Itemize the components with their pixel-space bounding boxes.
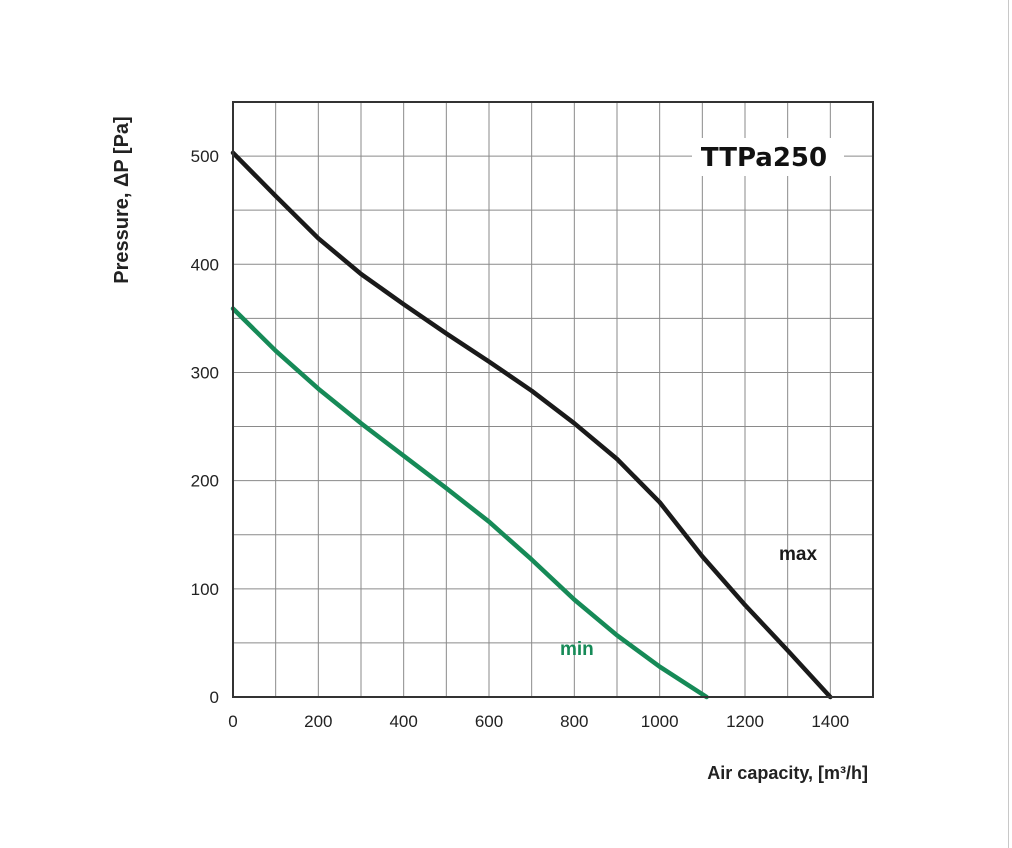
y-tick-label: 300 bbox=[191, 363, 219, 382]
x-tick-label: 200 bbox=[304, 712, 332, 731]
y-tick-label: 500 bbox=[191, 147, 219, 166]
x-tick-label: 0 bbox=[228, 712, 237, 731]
grid-lines bbox=[233, 102, 873, 697]
x-tick-label: 800 bbox=[560, 712, 588, 731]
plot-frame bbox=[232, 101, 874, 698]
series-line-min bbox=[230, 306, 709, 700]
y-axis-label: Pressure, ΔP [Pa] bbox=[111, 116, 133, 283]
y-tick-label: 200 bbox=[191, 472, 219, 491]
y-tick-label: 100 bbox=[191, 580, 219, 599]
y-tick-labels: 0 100 200 300 400 500 bbox=[191, 147, 219, 707]
series-lines bbox=[230, 150, 833, 700]
x-tick-label: 400 bbox=[389, 712, 417, 731]
y-tick-label: 0 bbox=[210, 688, 219, 707]
x-tick-label: 1400 bbox=[811, 712, 849, 731]
y-tick-label: 400 bbox=[191, 255, 219, 274]
x-tick-label: 1200 bbox=[726, 712, 764, 731]
chart-title: TTPa250 bbox=[701, 143, 827, 173]
x-tick-label: 1000 bbox=[641, 712, 679, 731]
x-tick-labels: 0 200 400 600 800 1000 1200 1400 bbox=[228, 712, 849, 731]
series-line-max bbox=[230, 150, 833, 700]
series-label-max: max bbox=[779, 544, 817, 565]
right-edge-divider bbox=[1008, 0, 1009, 848]
series-label-min: min bbox=[560, 639, 594, 660]
x-axis-label: Air capacity, [m³/h] bbox=[707, 763, 868, 783]
x-tick-label: 600 bbox=[475, 712, 503, 731]
chart-title-background bbox=[692, 138, 844, 176]
